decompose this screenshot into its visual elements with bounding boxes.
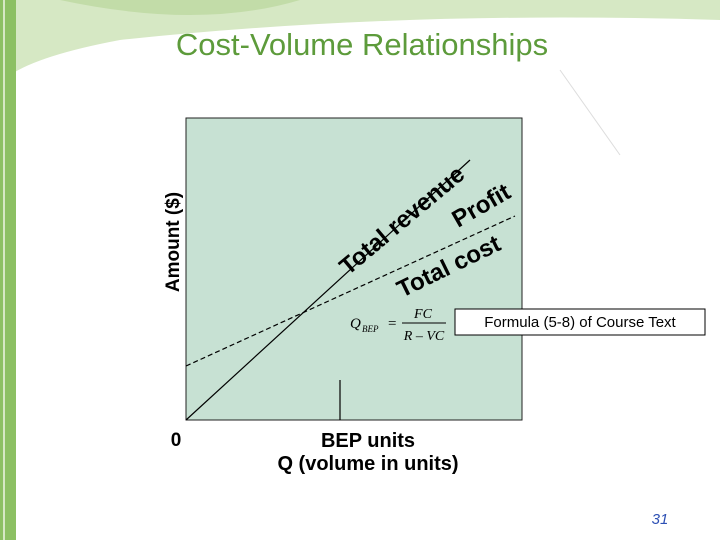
origin-label: 0 [171, 430, 182, 451]
formula-lhs-sub: BEP [362, 324, 379, 334]
y-axis-label: Amount ($) [163, 192, 184, 292]
cost-line [185, 215, 516, 367]
formula-equals: = [388, 316, 396, 332]
page-number: 31 [652, 511, 669, 528]
deco-line [559, 69, 621, 156]
bep-units-label: BEP units [321, 430, 415, 452]
top-band [0, 0, 720, 75]
formula-denominator: R – VC [403, 329, 445, 344]
formula-numerator: FC [413, 307, 433, 322]
left-strip [0, 0, 16, 540]
formula-note: Formula (5-8) of Course Text [484, 314, 676, 331]
revenue-line [185, 159, 471, 421]
x-axis-label: Q (volume in units) [277, 453, 458, 475]
formula: Q BEP = FC R – VC [350, 307, 446, 344]
top-swoosh [60, 0, 300, 15]
formula-note-box [454, 308, 706, 336]
chart-panel [185, 117, 523, 421]
formula-lhs: Q [350, 316, 361, 332]
slide-title: Cost-Volume Relationships [176, 27, 548, 62]
